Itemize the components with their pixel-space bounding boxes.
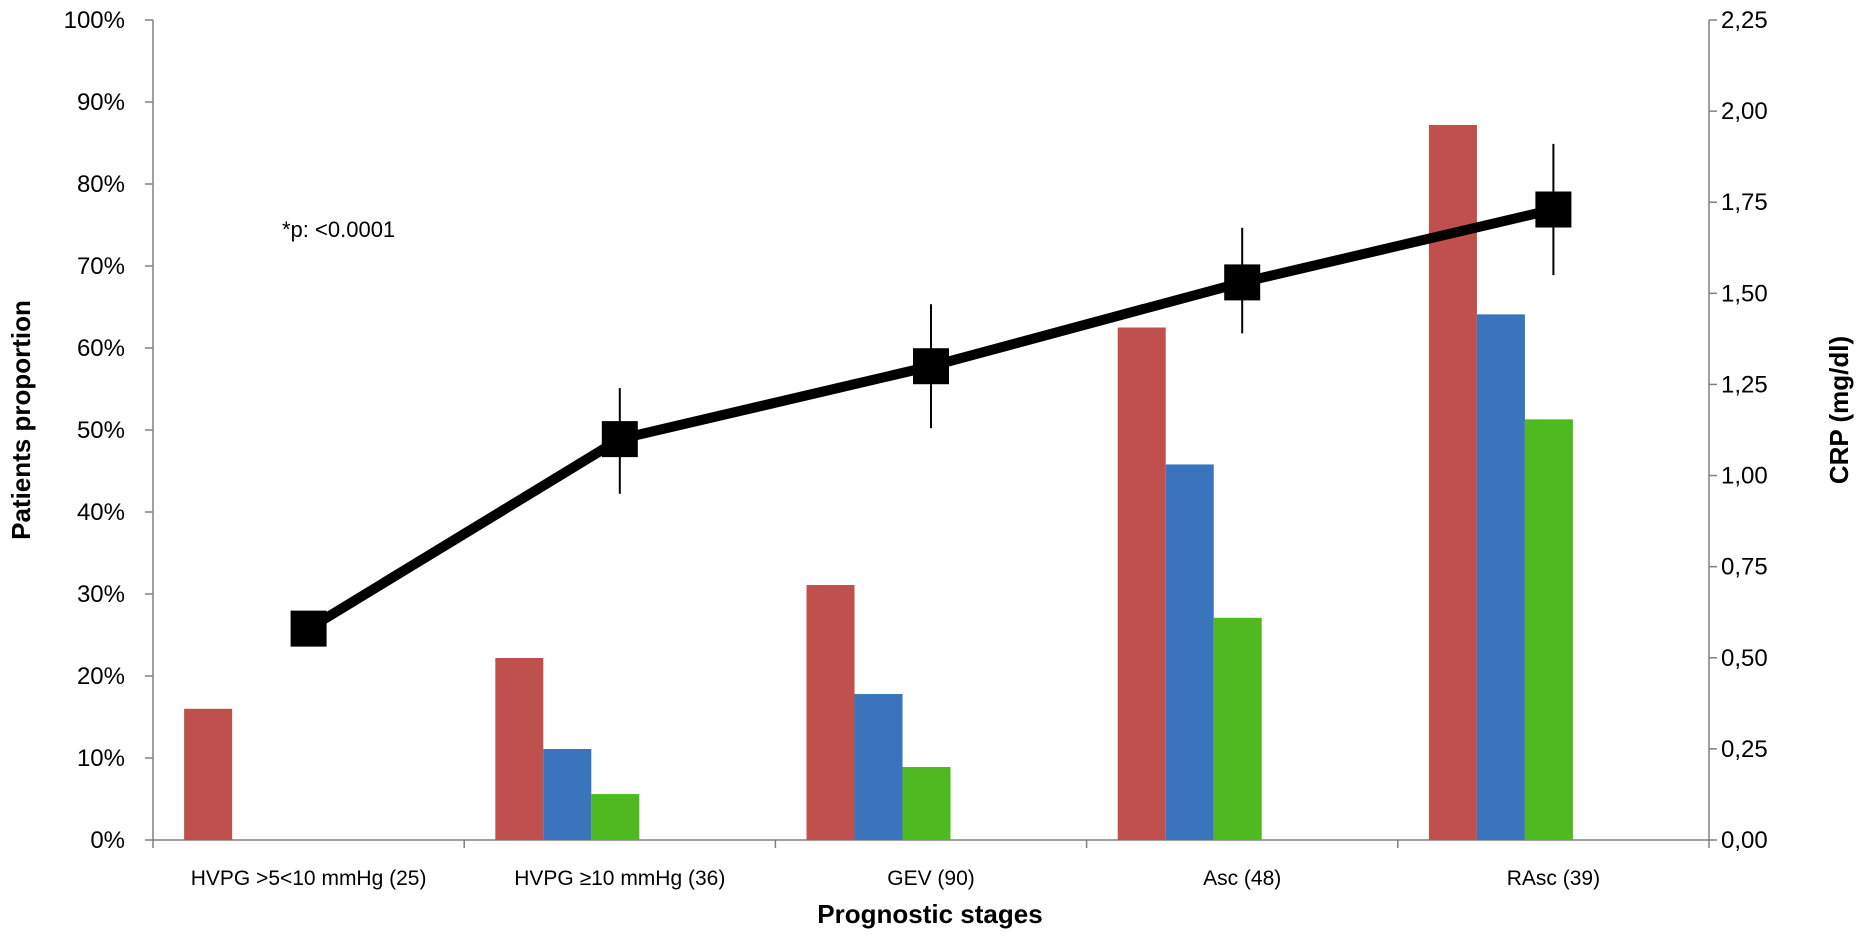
bar-series2 [1165,464,1214,840]
bar-series1 [1428,124,1477,840]
y-tick-label: 50% [77,417,125,444]
bars-layer [184,124,1573,840]
bar-series2 [854,694,903,840]
crp-point-marker [1535,191,1572,228]
y-tick-label: 40% [77,499,125,526]
y2-tick-label: 0,00 [1721,827,1768,854]
bar-series1 [184,708,233,840]
crp-line-layer [290,143,1572,647]
bar-series2 [1476,314,1525,840]
bar-series3 [1524,419,1573,840]
y-tick-label: 10% [77,745,125,772]
y-tick-label: 90% [77,89,125,116]
bar-series2 [543,748,592,840]
crp-point-marker [913,348,949,385]
y-tick-label: 20% [77,663,125,690]
y-tick-label: 30% [77,581,125,608]
y-tick-label: 0% [90,827,125,854]
crp-point-marker [1224,264,1261,301]
y2-tick-label: 1,75 [1721,189,1768,216]
y2-tick-label: 2,00 [1721,98,1768,125]
y2-tick-label: 0,75 [1721,554,1768,581]
y-tick-label: 80% [77,171,125,198]
y2-tick-label: 1,50 [1721,280,1768,307]
y2-tick-label: 2,25 [1721,7,1768,34]
y-tick-label: 60% [77,335,125,362]
y-tick-label: 70% [77,253,125,280]
y2-tick-label: 0,25 [1721,736,1768,763]
significance-annotation: *p: <0.0001 [282,217,395,242]
y2-tick-label: 0,50 [1721,645,1768,672]
x-axis-title: Prognostic stages [817,899,1042,929]
y-axis-title: Patients proportion [6,300,36,540]
crp-point-marker [601,421,638,458]
y2-axis-title: CRP (mg/dl) [1824,336,1854,484]
labels-layer: 0% 10% 20% 30% 40% 50% 60% 70% 80% 90% 100% 0,00 0,2… [64,7,1768,890]
y2-tick-label: 1,00 [1721,463,1768,490]
bar-series1 [1117,327,1166,840]
bar-series3 [591,794,640,840]
y-tick-label: 100% [64,7,125,34]
crp-point-marker [290,610,327,647]
x-tick-label: Asc (48) [1203,867,1281,890]
x-tick-label: GEV (90) [887,867,975,890]
x-tick-label: HVPG >5<10 mmHg (25) [191,867,427,890]
x-tick-label: HVPG ≥10 mmHg (36) [514,867,725,890]
bar-series3 [902,767,951,840]
x-tick-label: RAsc (39) [1507,867,1600,890]
bar-series1 [806,584,855,840]
y2-tick-label: 1,25 [1721,371,1768,398]
bar-series3 [1213,617,1262,840]
bar-series1 [495,657,544,840]
